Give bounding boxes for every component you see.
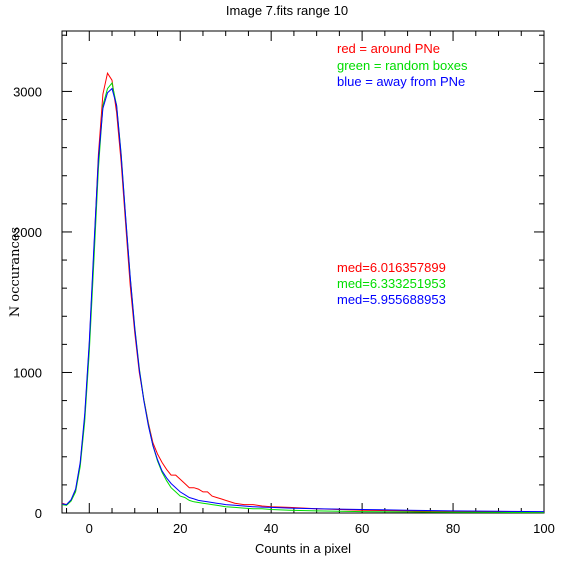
series-blue-line: [61, 87, 545, 513]
legend-red: red = around PNe: [337, 41, 440, 56]
y-tick-label: 2000: [13, 225, 42, 240]
median-green: med=6.333251953: [337, 276, 446, 291]
x-tick-label: 60: [355, 521, 369, 536]
x-tick-label: 40: [264, 521, 278, 536]
x-tick-label: 0: [86, 521, 93, 536]
x-axis-label: Counts in a pixel: [255, 541, 351, 556]
series-red-line: [61, 71, 545, 513]
x-tick-label: 80: [446, 521, 460, 536]
series-green-line: [61, 81, 545, 514]
y-tick-label: 3000: [13, 84, 42, 99]
plot-frame: [61, 30, 545, 514]
y-tick-label: 0: [35, 506, 42, 521]
x-tick-label: 100: [533, 521, 555, 536]
legend-green: green = random boxes: [337, 58, 468, 73]
legend-blue: blue = away from PNe: [337, 74, 465, 89]
data-series: [61, 71, 545, 514]
y-tick-label: 1000: [13, 365, 42, 380]
chart-title: Image 7.fits range 10: [226, 3, 348, 18]
y-axis-label: N occurances: [8, 227, 23, 317]
x-tick-label: 20: [173, 521, 187, 536]
median-red: med=6.016357899: [337, 260, 446, 275]
median-blue: med=5.955688953: [337, 292, 446, 307]
axis-ticks: [62, 31, 545, 514]
